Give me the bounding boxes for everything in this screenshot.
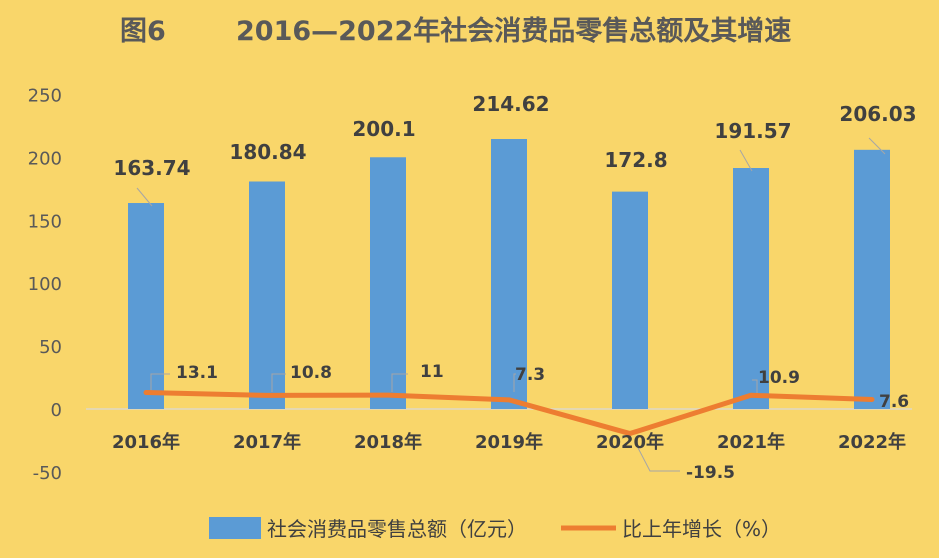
chart-title-prefix: 图6 — [120, 16, 166, 47]
bar-labels: 163.74 180.84 200.1 214.62 172.8 191.57 206.03 — [113, 92, 916, 180]
x-tick-label: 2017年 — [233, 431, 301, 453]
bar-series — [128, 139, 890, 409]
line-label-leader — [391, 373, 408, 392]
x-tick-label: 2022年 — [838, 431, 906, 453]
x-tick-label: 2018年 — [354, 431, 422, 453]
bar-label-leader — [136, 187, 153, 207]
y-axis: 250 200 150 100 50 0 -50 — [28, 86, 62, 484]
line-data-label: -19.5 — [686, 463, 735, 483]
chart-title-text: 2016—2022年社会消费品零售总额及其增速 — [236, 15, 791, 47]
x-tick-label: 2021年 — [717, 431, 785, 453]
line-data-label: 11 — [420, 362, 444, 382]
line-label-leader — [635, 443, 680, 472]
bar — [612, 191, 648, 409]
line-label-leader — [271, 373, 286, 392]
line-label-leader — [752, 379, 758, 394]
bar-data-label: 180.84 — [229, 140, 306, 164]
x-axis: 2016年 2017年 2018年 2019年 2020年 2021年 2022年 — [112, 431, 906, 453]
bar — [249, 181, 285, 409]
y-tick-label: -50 — [33, 463, 62, 484]
bar — [128, 203, 164, 409]
bar — [370, 157, 406, 409]
bar-label-leader — [868, 137, 886, 155]
growth-line-series — [143, 390, 875, 437]
bar-data-label: 172.8 — [604, 148, 667, 172]
legend: 社会消费品零售总额（亿元） 比上年增长（%） — [209, 517, 781, 541]
legend-bar-swatch — [209, 517, 261, 539]
y-tick-label: 150 — [28, 211, 62, 232]
bar-data-label: 191.57 — [714, 119, 791, 143]
x-tick-label: 2016年 — [112, 431, 180, 453]
line-data-label: 10.8 — [290, 363, 332, 383]
legend-bar-label: 社会消费品零售总额（亿元） — [267, 517, 527, 541]
line-data-label: 10.9 — [758, 368, 800, 388]
x-tick-label: 2019年 — [475, 431, 543, 453]
bar — [854, 149, 890, 409]
y-tick-label: 100 — [28, 274, 62, 295]
chart-title: 图6 2016—2022年社会消费品零售总额及其增速 — [120, 15, 791, 47]
line-data-label: 7.6 — [879, 392, 909, 412]
bar-label-leader — [739, 149, 753, 172]
bar — [733, 168, 769, 409]
bar-data-label: 214.62 — [472, 92, 549, 116]
label-leader-lines — [136, 137, 886, 472]
line-data-label: 13.1 — [176, 363, 218, 383]
y-tick-label: 250 — [28, 86, 62, 107]
bar — [491, 139, 527, 409]
line-label-leader — [513, 373, 516, 392]
legend-line-label: 比上年增长（%） — [622, 517, 781, 541]
bar-data-label: 163.74 — [113, 156, 190, 180]
y-tick-label: 200 — [28, 148, 62, 169]
x-tick-label: 2020年 — [596, 431, 664, 453]
line-data-label: 7.3 — [515, 365, 545, 385]
bar-data-label: 200.1 — [352, 117, 415, 141]
line-label-leader — [150, 373, 170, 392]
line-labels: 13.1 10.8 11 7.3 -19.5 10.9 7.6 — [176, 362, 909, 483]
bar-data-label: 206.03 — [839, 102, 916, 126]
y-tick-label: 50 — [39, 337, 62, 358]
y-tick-label: 0 — [51, 400, 62, 421]
